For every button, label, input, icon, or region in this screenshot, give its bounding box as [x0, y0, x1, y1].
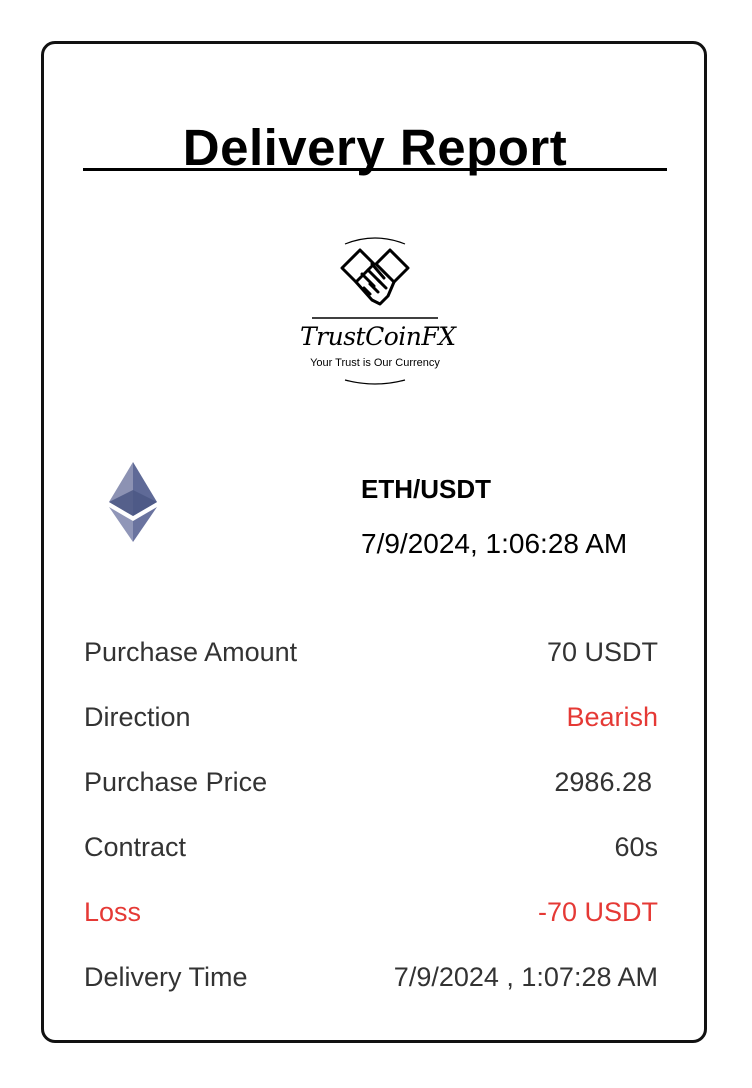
logo-name: TrustCoinFX	[300, 322, 456, 351]
detail-row-delivery-time: Delivery Time 7/9/2024 , 1:07:28 AM	[84, 959, 658, 995]
detail-row-purchase-amount: Purchase Amount 70 USDT	[84, 634, 658, 670]
detail-row-purchase-price: Purchase Price 2986.28	[84, 764, 658, 800]
handshake-icon	[312, 237, 438, 385]
report-card	[41, 41, 707, 1043]
detail-row-direction: Direction Bearish	[84, 699, 658, 735]
loss-label: Loss	[84, 897, 142, 927]
detail-value: 7/9/2024 , 1:07:28 AM	[393, 962, 658, 992]
detail-label: Contract	[84, 832, 187, 862]
detail-value: 60s	[614, 832, 658, 862]
trade-datetime: 7/9/2024, 1:06:28 AM	[361, 528, 628, 559]
detail-label: Purchase Price	[84, 767, 268, 797]
detail-label: Direction	[84, 702, 191, 732]
direction-value: Bearish	[566, 702, 658, 732]
ethereum-icon	[109, 462, 157, 542]
title-underline	[83, 168, 667, 171]
detail-value: 2986.28	[554, 767, 652, 797]
detail-row-loss: Loss -70 USDT	[84, 894, 658, 930]
logo-tagline: Your Trust is Our Currency	[310, 357, 440, 369]
detail-value: 70 USDT	[546, 637, 658, 667]
page-title: Delivery Report	[182, 119, 568, 176]
detail-label: Delivery Time	[84, 962, 248, 992]
detail-label: Purchase Amount	[84, 637, 298, 667]
trading-pair: ETH/USDT	[361, 474, 491, 504]
detail-row-contract: Contract 60s	[84, 829, 658, 865]
loss-value: -70 USDT	[537, 897, 658, 927]
